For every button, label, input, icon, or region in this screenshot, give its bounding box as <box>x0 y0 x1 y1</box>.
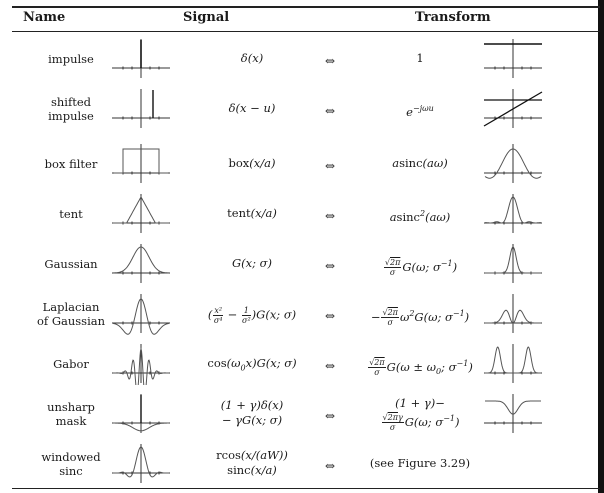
row-name: Gaussian <box>44 257 98 271</box>
signal-formula: cos(ω0x)G(x; σ) <box>207 356 297 373</box>
equivalence-arrow: ⇔ <box>324 459 336 473</box>
row-name: windowed sinc <box>41 450 101 478</box>
shifted-impulse-graph <box>110 86 172 130</box>
row-name: box filter <box>44 157 98 171</box>
gaussian-transform-graph <box>482 241 544 285</box>
table-row: box filter box(x/a) ⇔ asinc(aω) <box>12 140 600 188</box>
signal-formula: δ(x − u) <box>228 101 276 115</box>
table-row: Laplacian of Gaussian (x² σ⁴ − 1 σ²)G(x; σ) ⇔… <box>12 290 600 338</box>
transform-formula: (1 + γ)− √2πγ σ G(ω; σ−1) <box>381 396 460 433</box>
row-name: Gabor <box>53 357 89 371</box>
transform-formula: √2π σ G(ω; σ−1) <box>383 258 458 278</box>
table-row: windowed sinc rcos(x/(aW)) sinc(x/a) ⇔ (see F… <box>12 440 600 488</box>
transform-formula: e−jωu <box>406 104 434 119</box>
table-row: unsharp mask (1 + γ)δ(x) − γG(x; σ) ⇔ (1 + γ)… <box>12 390 600 438</box>
signal-formula: (1 + γ)δ(x) − γG(x; σ) <box>220 398 284 427</box>
windowed-sinc-graph <box>110 441 172 485</box>
unsharp-transform-graph <box>482 391 544 435</box>
row-name: Laplacian of Gaussian <box>36 300 106 328</box>
gaussian-graph <box>110 241 172 285</box>
signal-formula: tent(x/a) <box>227 206 277 220</box>
gabor-graph <box>110 341 172 385</box>
row-name: tent <box>59 207 83 221</box>
unsharp-graph <box>110 391 172 435</box>
log-graph <box>110 291 172 335</box>
transform-formula: asinc(aω) <box>392 156 448 170</box>
equivalence-arrow: ⇔ <box>324 409 336 423</box>
table-header-rule <box>12 31 600 32</box>
sinc-squared-graph <box>482 191 544 235</box>
table-row: Gabor cos(ω0x)G(x; σ) ⇔ √2π σ G(ω ± ω0; σ−1) <box>12 340 600 388</box>
transform-formula: 1 <box>416 51 424 65</box>
table-bottom-rule <box>12 488 600 489</box>
constant-graph <box>482 36 544 80</box>
equivalence-arrow: ⇔ <box>324 54 336 68</box>
header-name: Name <box>23 10 66 25</box>
row-name: impulse <box>48 52 94 66</box>
table-row: Gaussian G(x; σ) ⇔ √2π σ G(ω; σ−1) <box>12 240 600 288</box>
gabor-transform-graph <box>482 341 544 385</box>
phase-ramp-graph <box>482 86 544 130</box>
table-row: tent tent(x/a) ⇔ asinc2(aω) <box>12 190 600 238</box>
table-row: shifted impulse δ(x − u) ⇔ e−jωu <box>12 85 600 133</box>
equivalence-arrow: ⇔ <box>324 259 336 273</box>
row-name: shifted impulse <box>48 95 94 123</box>
transform-formula: − √2π σ ω2G(ω; σ−1) <box>370 308 470 328</box>
transform-formula: √2π σ G(ω ± ω0; σ−1) <box>368 358 473 378</box>
right-border <box>598 0 604 493</box>
sinc-graph <box>482 141 544 185</box>
transform-formula: asinc2(aω) <box>389 209 451 224</box>
signal-formula: box(x/a) <box>228 156 276 170</box>
equivalence-arrow: ⇔ <box>324 159 336 173</box>
header-signal: Signal <box>183 10 230 25</box>
impulse-graph <box>110 36 172 80</box>
signal-formula: δ(x) <box>240 51 264 65</box>
log-transform-graph <box>482 291 544 335</box>
table-top-rule <box>12 6 600 8</box>
equivalence-arrow: ⇔ <box>324 359 336 373</box>
equivalence-arrow: ⇔ <box>324 209 336 223</box>
equivalence-arrow: ⇔ <box>324 309 336 323</box>
equivalence-arrow: ⇔ <box>324 104 336 118</box>
row-name: unsharp mask <box>47 400 95 428</box>
box-graph <box>110 141 172 185</box>
signal-formula: G(x; σ) <box>231 256 273 270</box>
transform-formula: (see Figure 3.29) <box>369 456 471 470</box>
signal-formula: rcos(x/(aW)) sinc(x/a) <box>216 448 288 477</box>
tent-graph <box>110 191 172 235</box>
signal-formula: (x² σ⁴ − 1 σ²)G(x; σ) <box>207 306 297 325</box>
table-row: impulse δ(x) ⇔ 1 <box>12 35 600 83</box>
header-transform: Transform <box>415 10 491 25</box>
